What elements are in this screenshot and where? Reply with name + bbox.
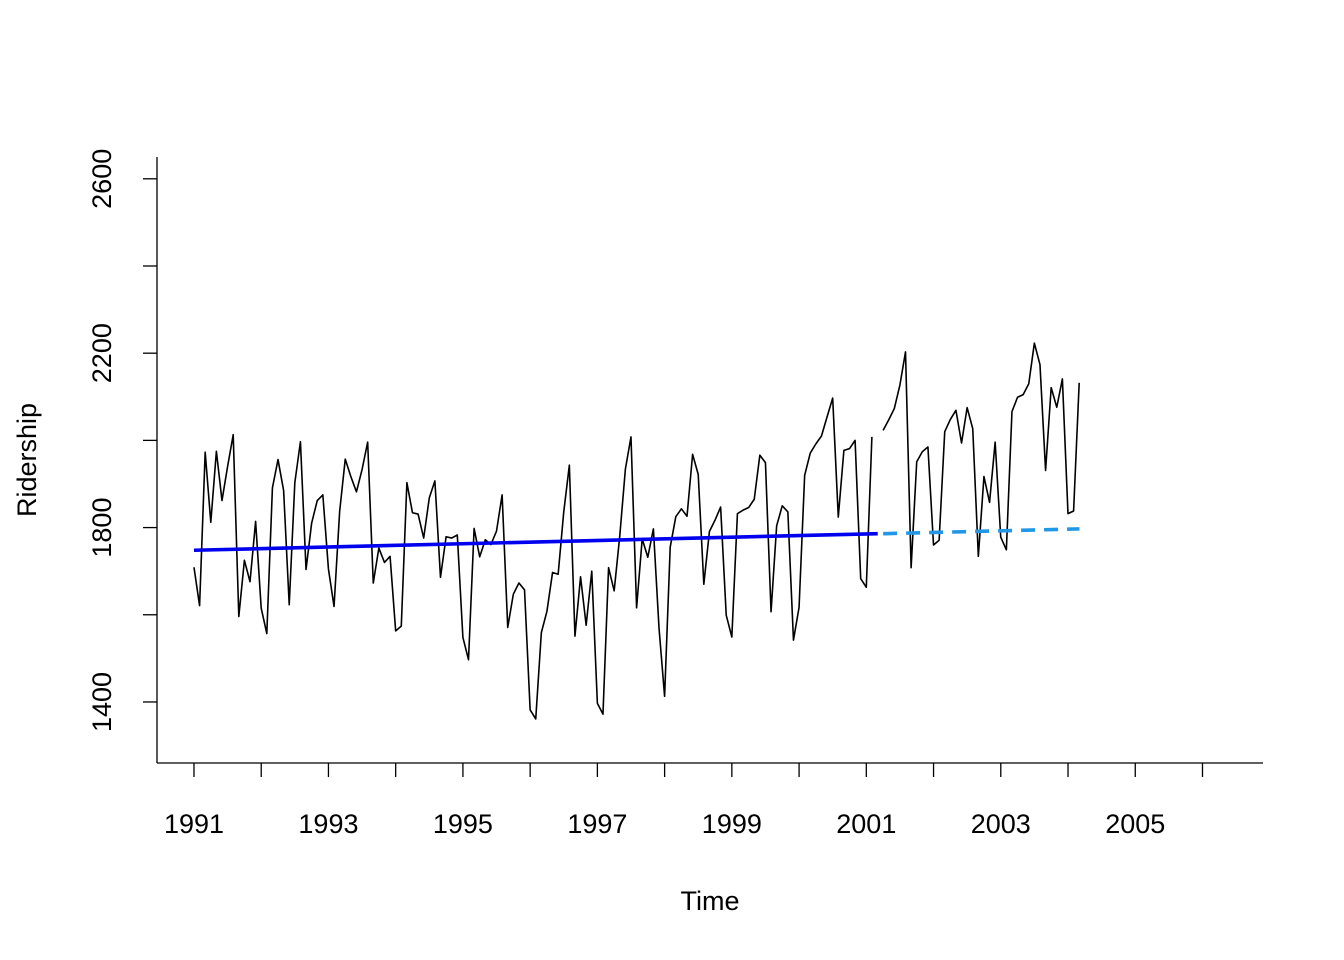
x-tick-label: 2005 — [1105, 809, 1165, 839]
ridership-series-line — [193, 397, 873, 720]
x-tick-label: 1997 — [567, 809, 627, 839]
ridership-series-line — [882, 342, 1080, 569]
x-tick-label: 1991 — [164, 809, 224, 839]
x-tick-label: 1995 — [433, 809, 493, 839]
x-axis-title: Time — [681, 886, 740, 916]
x-tick-label: 2001 — [836, 809, 896, 839]
axes: 1991 1993 1995 1997 1999 2001 2003 2005 1400 180… — [87, 149, 1263, 839]
y-tick-label: 1400 — [87, 672, 117, 732]
x-tick-label: 1993 — [298, 809, 358, 839]
y-axis-ticks: 1400 1800 2200 2600 — [87, 149, 157, 732]
fitted-trend-line — [193, 531, 878, 553]
y-tick-label: 2200 — [87, 323, 117, 383]
x-tick-label: 1999 — [702, 809, 762, 839]
x-axis-ticks: 1991 1993 1995 1997 1999 2001 2003 2005 — [164, 763, 1204, 839]
series-layer — [193, 342, 1080, 720]
y-tick-label: 1800 — [87, 498, 117, 558]
forecast-trend-line — [883, 527, 1080, 536]
y-axis-title: Ridership — [12, 403, 42, 517]
x-tick-label: 2003 — [971, 809, 1031, 839]
y-tick-label: 2600 — [87, 149, 117, 209]
